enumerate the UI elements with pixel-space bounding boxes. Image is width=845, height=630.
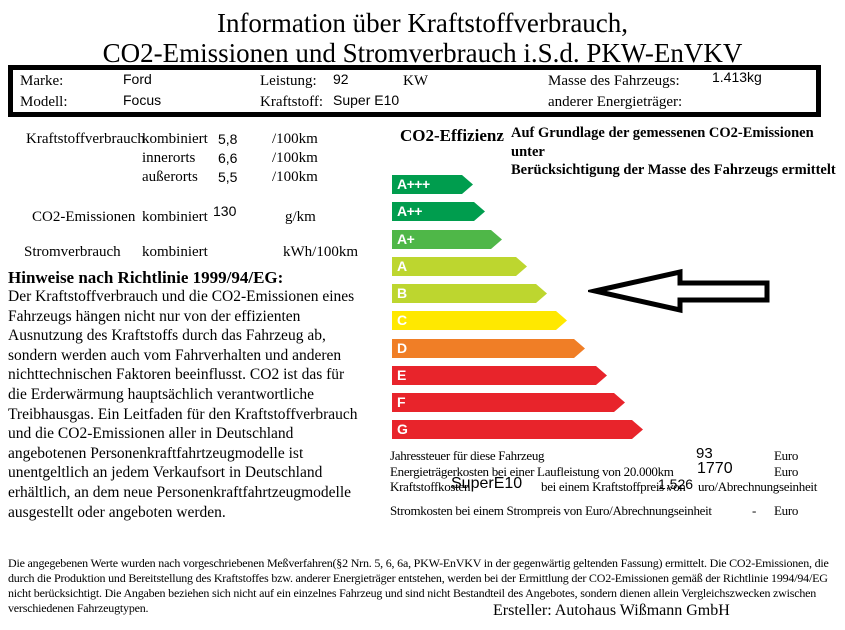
efficiency-bar-G: G [392,420,643,439]
efficiency-bar-label: A [397,258,407,274]
efficiency-bar-label: B [397,285,407,301]
kraftstoffkosten-label: Kraftstoffkosten [390,479,471,494]
efficiency-scale: A+++ A++ A+ A B C D E F G [392,175,652,445]
stromkosten-value: - [752,503,757,518]
co2-effizienz-heading: CO2-Effizienz [400,126,504,145]
efficiency-bar-C: C [392,311,567,330]
hinweise-body: Der Kraftstoffverbrauch und die CO2-Emis… [8,288,358,521]
marke-value: Ford [123,71,152,87]
co2-mode: kombiniert [142,209,208,225]
kraftstoffverbrauch-label: Kraftstoffverbrauch [26,131,145,147]
stromkosten-unit: Euro [774,503,799,518]
efficiency-bar-B: B [392,284,547,303]
efficiency-bar-label: C [397,312,407,328]
kraftstoff-value: Super E10 [333,92,400,108]
efficiency-bar-label: E [397,367,406,383]
kv-unit-innerorts: /100km [272,150,318,166]
efficiency-bar-label: G [397,421,408,437]
kraftstoffkosten-mid: bei einem Kraftstoffpreis von [541,479,686,494]
vehicle-info-box [8,65,821,117]
class-indicator-arrow [588,268,770,314]
kv-unit-kombiniert: /100km [272,131,318,147]
efficiency-bar-label: F [397,394,406,410]
marke-label: Marke: [20,73,64,89]
efficiency-bar-label: A+++ [397,176,430,192]
kraftstoffkosten-price: 1,526 [658,476,694,492]
leistung-label: Leistung: [260,73,317,89]
strom-mode: kombiniert [142,244,208,260]
kraftstoffkosten-unit: uro/Abrechnungseinheit [698,479,818,494]
kv-value-kombiniert: 5,8 [218,131,238,147]
ersteller-line: Ersteller: Autohaus Wißmann GmbH [493,602,730,619]
efficiency-bar-E: E [392,366,607,385]
co2-unit: g/km [285,209,316,225]
masse-value: 1.413kg [712,69,762,85]
modell-value: Focus [123,92,162,108]
jahressteuer-value: 93 [696,445,713,462]
efficiency-bar-A++: A++ [392,202,485,221]
stromverbrauch-label: Stromverbrauch [24,244,121,260]
efficiency-bar-F: F [392,393,625,412]
kv-mode-ausserorts: außerorts [142,169,198,185]
energietraeger-label: anderer Energieträger: [548,94,683,110]
energiekosten-value: 1770 [697,460,733,477]
kraftstoffkosten-fuel: SuperE10 [451,475,523,492]
efficiency-bar-label: A+ [397,231,415,247]
kv-mode-kombiniert: kombiniert [142,131,208,147]
leistung-unit: KW [403,73,428,89]
co2-effizienz-note: Auf Grundlage der gemessenen CO2-Emissio… [511,125,836,178]
efficiency-bar-A+: A+ [392,230,502,249]
strom-unit: kWh/100km [283,244,358,260]
hinweise-heading: Hinweise nach Richtlinie 1999/94/EG: [8,268,284,287]
kv-unit-ausserorts: /100km [272,169,318,185]
kv-value-innerorts: 6,6 [218,150,238,166]
kv-value-ausserorts: 5,5 [218,169,238,185]
page-title-line1: Information über Kraftstoffverbrauch, [216,8,629,38]
energiekosten-unit: Euro [774,464,799,479]
leistung-value: 92 [333,71,349,87]
jahressteuer-unit: Euro [774,448,799,463]
efficiency-bar-A+++: A+++ [392,175,473,194]
efficiency-bar-A: A [392,257,527,276]
modell-label: Modell: [20,94,68,110]
masse-label: Masse des Fahrzeugs: [548,73,680,89]
kv-mode-innerorts: innerorts [142,150,196,166]
efficiency-bar-label: A++ [397,203,422,219]
co2-value: 130 [213,203,237,219]
energiekosten-label: Energieträgerkosten bei einer Laufleistu… [390,464,674,479]
co2-emissionen-label: CO2-Emissionen [32,209,136,225]
jahressteuer-label: Jahressteuer für diese Fahrzeug [390,448,545,463]
page-title-line2: CO2-Emissionen und Stromverbrauch i.S.d.… [102,38,743,68]
kraftstoff-label: Kraftstoff: [260,94,324,110]
stromkosten-label: Stromkosten bei einem Strompreis von Eur… [390,503,712,518]
fine-print: Die angegebenen Werte wurden nach vorges… [8,556,829,615]
efficiency-bar-D: D [392,339,585,358]
efficiency-bar-label: D [397,340,407,356]
